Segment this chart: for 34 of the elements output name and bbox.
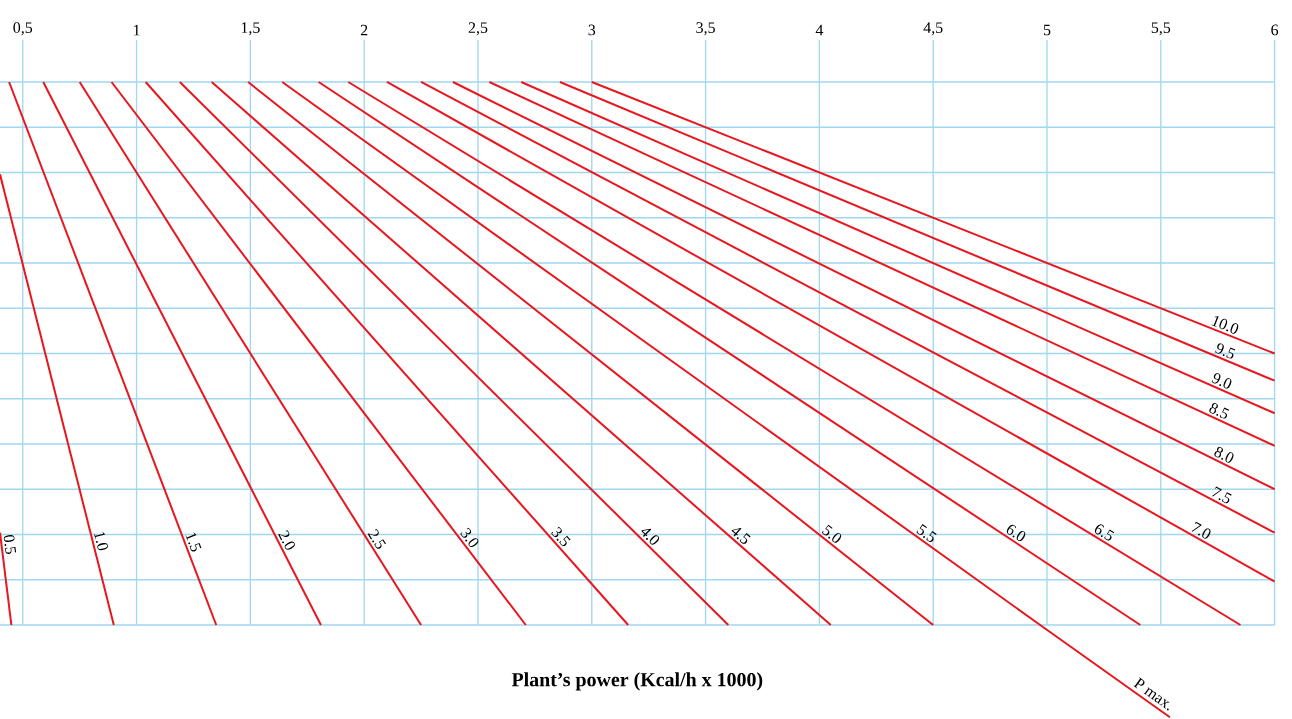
text: 2.0	[278, 530, 295, 550]
text: 4.5	[731, 527, 751, 544]
x-tick-label: 3,5	[696, 22, 715, 36]
text: 1.0	[94, 531, 108, 551]
text: 1.5	[185, 532, 202, 552]
text: 10.0	[1211, 316, 1239, 334]
text: 5.5	[916, 524, 937, 542]
x-tick-label: 5	[1043, 24, 1051, 36]
text: 4.0	[641, 528, 660, 545]
x-tick-label: 2,5	[468, 22, 488, 36]
x-axis-title: Plant’s power (Kcal/h x 1000)	[511, 672, 763, 691]
x-tick-label: 4	[815, 24, 824, 36]
x-tick-label: 3	[588, 24, 596, 36]
text: 2.5	[367, 528, 386, 549]
text: 9.5	[1215, 343, 1236, 359]
text: 6.5	[1094, 524, 1115, 541]
x-tick-label: 2	[360, 24, 368, 36]
text: 8.0	[1214, 446, 1234, 463]
x-tick-label: 6	[1271, 24, 1279, 36]
text: 5.0	[821, 524, 842, 543]
annotation: P max.	[1133, 677, 1170, 711]
text: 6.0	[1006, 524, 1026, 542]
text: 9.0	[1211, 373, 1232, 389]
text: 3.0	[460, 527, 479, 548]
x-tick-label: 0,5	[13, 22, 33, 36]
text: 3.5	[551, 526, 571, 547]
x-tick-label: 1	[133, 24, 140, 36]
text: 0.5	[3, 535, 17, 555]
x-tick-label: 5,5	[1151, 22, 1171, 36]
text: 7.0	[1191, 521, 1211, 539]
x-tick-label: 4,5	[923, 22, 943, 36]
text: 7.5	[1212, 486, 1232, 504]
x-tick-label: 1,5	[241, 22, 260, 36]
text: 8.5	[1209, 403, 1230, 419]
